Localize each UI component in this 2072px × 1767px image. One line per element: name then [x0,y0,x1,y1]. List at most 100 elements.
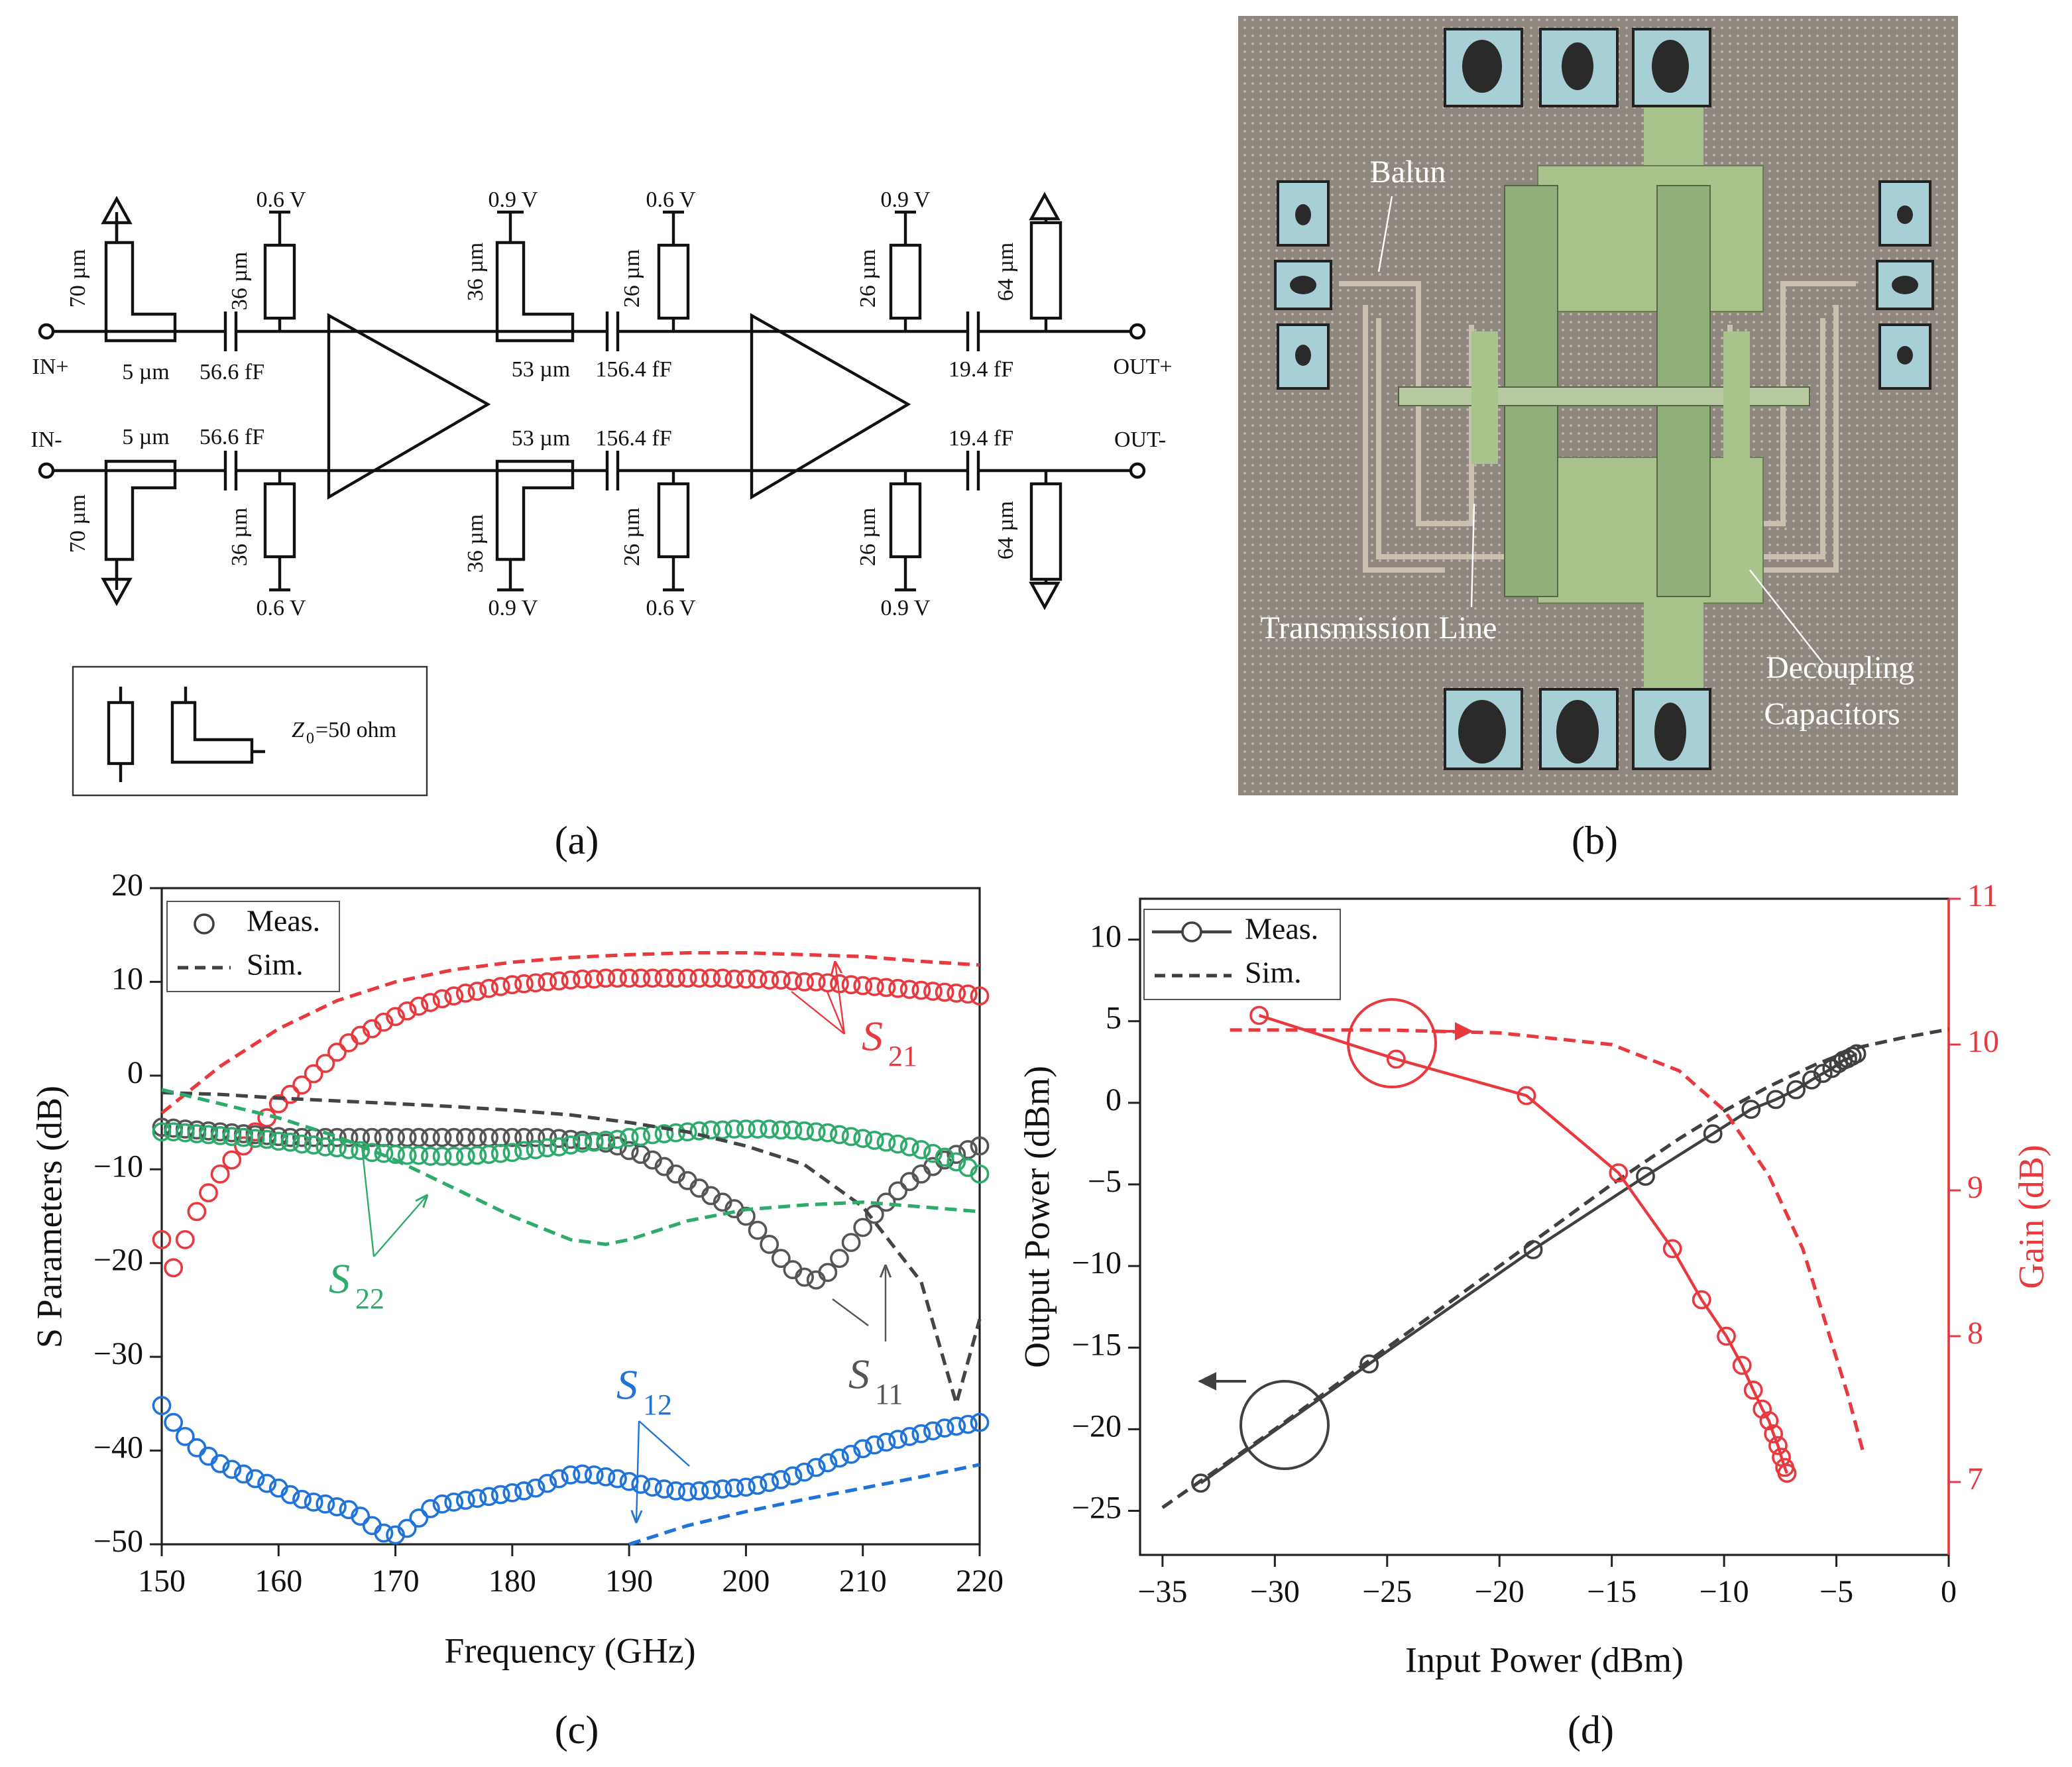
x-tick-label: 180 [489,1564,536,1599]
marker [455,1127,475,1147]
marker [818,1263,838,1282]
marker [292,1134,312,1154]
marker [245,1469,265,1489]
marker [502,1143,522,1163]
marker [654,968,674,988]
annotation-subscript: 12 [643,1389,672,1421]
marker [222,1127,242,1147]
annotation-symbol: S [862,1013,883,1060]
y-tick-label: −50 [93,1524,143,1559]
marker [421,1499,440,1518]
marker [502,1483,522,1503]
supply [895,210,916,245]
marker [876,978,896,997]
sim-line [161,1090,982,1410]
marker [701,1480,720,1500]
marker [608,1129,627,1149]
z-text: =50 ohm [316,718,396,742]
schematic-label: 53 µm [512,357,571,382]
marker [233,1464,253,1484]
resistor [1029,221,1063,320]
marker [876,1432,896,1452]
marker [841,1233,861,1253]
marker [619,1141,639,1161]
ground [1029,581,1061,610]
legend-marker [194,913,215,935]
marker [152,1396,172,1416]
marker [654,1479,674,1499]
annotation-arrows [361,962,886,1522]
legend-label: Sim. [1245,956,1302,990]
marker [911,1424,931,1444]
schematic-label: 156.4 fF [595,357,671,382]
schematic-label: 36 µm [227,252,252,311]
marker [619,968,639,988]
marker [947,984,966,1003]
annotation-symbol: S [329,1255,350,1302]
marker [771,1249,791,1269]
marker [783,971,803,991]
marker [573,969,593,989]
marker [210,1164,230,1184]
schematic-label: 64 µm [994,243,1018,302]
schematic: Z 0 =50 ohm (a) 0.6 V 0.9 V 0.6 V 0.9 V 70 µ… [30,188,1172,862]
marker [748,1475,768,1495]
marker [689,1481,709,1501]
y2-tick-label: 9 [1967,1170,1983,1205]
marker [947,1152,966,1172]
marker [339,1127,359,1147]
marker [397,1001,417,1021]
marker [760,1235,779,1254]
label: Transmission Line [1261,610,1497,646]
marker [479,1487,499,1507]
marker [958,1414,978,1434]
schematic-label: 156.4 fF [595,426,671,451]
marker [830,1249,849,1269]
y2-tick-label: 7 [1967,1461,1983,1497]
marker [864,977,884,996]
marker [233,1127,253,1147]
y2-tick-label: 10 [1967,1024,1999,1059]
marker [771,1120,791,1140]
y-axis-label: S Parameters (dB) [29,1086,69,1348]
marker [619,1471,639,1491]
marker [316,1137,335,1157]
schematic-label: 26 µm [856,508,880,567]
metal [1537,165,1764,312]
marker [713,1479,732,1499]
marker [899,1137,919,1157]
y-tick-label: −20 [1072,1408,1122,1444]
marker [1732,1355,1752,1375]
label: Balun [1370,154,1446,190]
y-tick-label: −30 [93,1336,143,1371]
marker [526,1140,546,1159]
x-tick-label: 200 [722,1564,770,1599]
marker [596,968,616,988]
x-tick-label: −25 [1362,1574,1412,1609]
terminal [1129,323,1146,340]
schematic-label: 26 µm [620,249,644,308]
supply [663,557,684,592]
schematic-label: IN- [30,428,62,452]
capacitor [223,451,238,490]
marker [316,1054,335,1073]
marker [444,1127,464,1147]
marker [490,1143,510,1163]
schematic-label: 5 µm [122,425,170,449]
marker [970,1164,990,1184]
marker [362,1127,382,1147]
y2-tick-label: 8 [1967,1316,1983,1351]
marker [1813,1064,1833,1083]
marker [748,1220,768,1240]
marker [538,1473,557,1493]
marker [760,970,779,990]
marker [292,1075,312,1095]
x-tick-label: −5 [1819,1574,1853,1609]
marker [818,973,838,993]
marker [818,1453,838,1473]
marker [677,968,697,988]
series-group [1161,1005,1949,1509]
marker [771,1470,791,1489]
marker [1802,1070,1821,1090]
